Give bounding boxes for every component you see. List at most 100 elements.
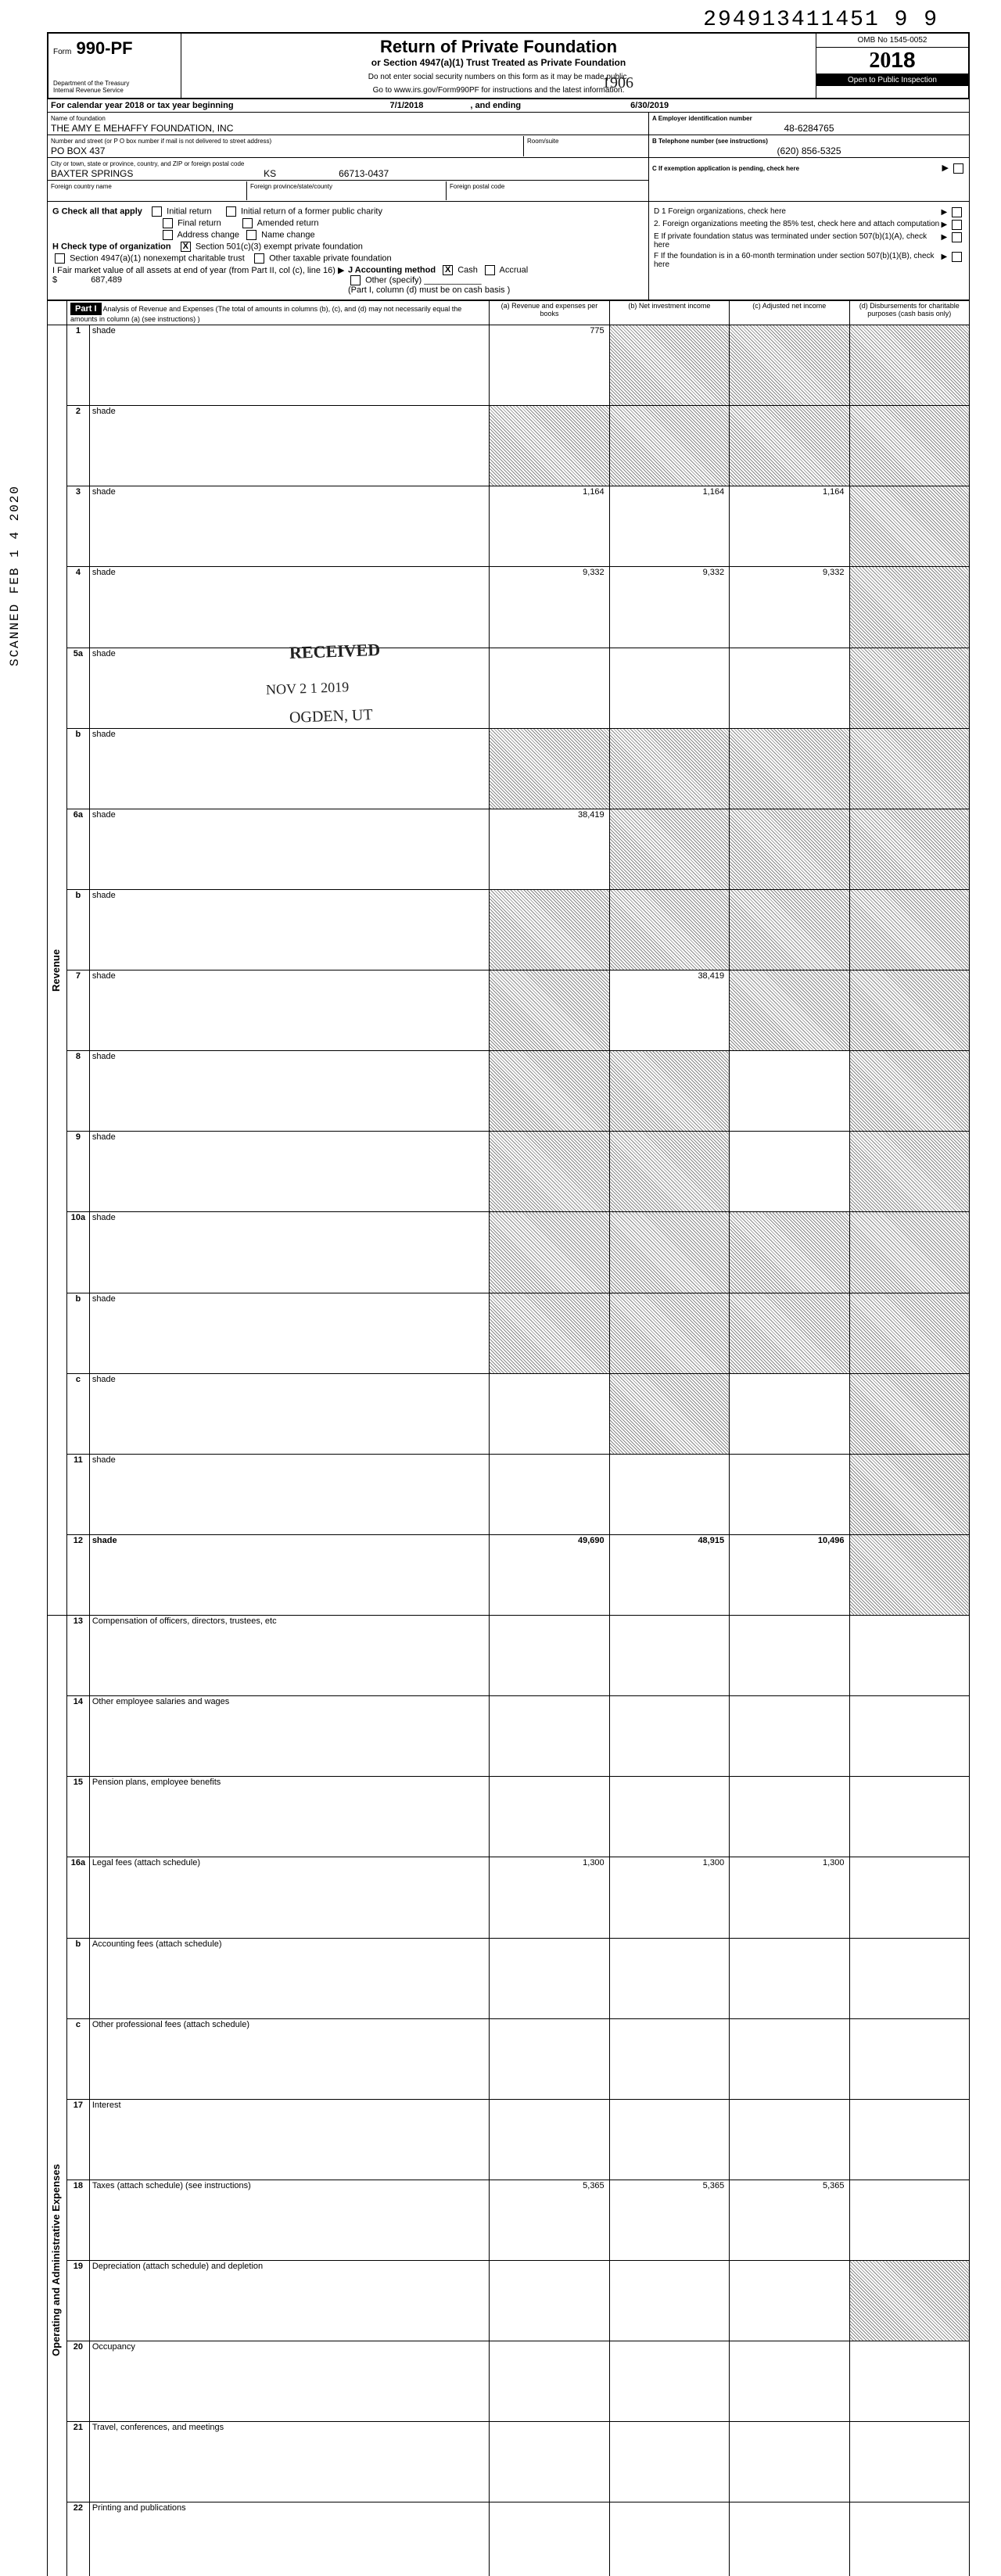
table-row: 4shade9,3329,3329,332 bbox=[48, 567, 970, 648]
ghi-block: G Check all that apply Initial return In… bbox=[47, 202, 970, 300]
city-caption: City or town, state or province, country… bbox=[51, 160, 244, 167]
lbl-4947: Section 4947(a)(1) nonexempt charitable … bbox=[70, 253, 245, 263]
foundation-address: PO BOX 437 bbox=[51, 145, 523, 156]
table-row: 18Taxes (attach schedule) (see instructi… bbox=[48, 2180, 970, 2260]
table-row: 9shade bbox=[48, 1132, 970, 1212]
chk-initial-former[interactable] bbox=[226, 206, 236, 217]
table-row: cshade bbox=[48, 1373, 970, 1454]
table-row: bshade bbox=[48, 889, 970, 970]
room-caption: Room/suite bbox=[527, 138, 558, 145]
form-instr-1: Do not enter social security numbers on … bbox=[188, 73, 809, 81]
chk-other-method[interactable] bbox=[350, 275, 361, 285]
chk-name-change[interactable] bbox=[246, 230, 257, 240]
identification-block: Name of foundation THE AMY E MEHAFFY FOU… bbox=[47, 113, 970, 202]
table-row: 2shade bbox=[48, 406, 970, 486]
d1-label: D 1 Foreign organizations, check here bbox=[654, 207, 942, 216]
cal-label: For calendar year 2018 or tax year begin… bbox=[51, 101, 234, 110]
chk-e[interactable] bbox=[952, 232, 962, 242]
fc-caption: Foreign country name bbox=[51, 183, 112, 190]
city: BAXTER SPRINGS bbox=[51, 168, 133, 179]
form-number: 990-PF bbox=[76, 38, 132, 58]
exemption-caption: C If exemption application is pending, c… bbox=[652, 165, 942, 172]
col-c-header: (c) Adjusted net income bbox=[730, 301, 849, 325]
table-row: 22Printing and publications bbox=[48, 2502, 970, 2576]
tax-year-begin: 7/1/2018 bbox=[390, 101, 424, 110]
fz-caption: Foreign postal code bbox=[450, 183, 504, 190]
chk-cash[interactable]: X bbox=[443, 265, 453, 275]
chk-amended[interactable] bbox=[242, 218, 253, 228]
lbl-initial: Initial return bbox=[167, 206, 211, 216]
lbl-final: Final return bbox=[178, 218, 221, 228]
year-suffix: 18 bbox=[891, 48, 915, 72]
scanned-stamp: SCANNED FEB 1 4 2020 bbox=[8, 485, 22, 666]
lbl-other-method: Other (specify) bbox=[365, 275, 422, 285]
table-row: 17Interest bbox=[48, 2099, 970, 2180]
table-row: bAccounting fees (attach schedule) bbox=[48, 1938, 970, 2018]
table-row: bshade bbox=[48, 1293, 970, 1373]
received-stamp: RECEIVED bbox=[289, 640, 381, 663]
dln-number: 294913411451 9 9 bbox=[47, 8, 970, 32]
ogden-stamp: OGDEN, UT bbox=[289, 706, 373, 727]
omb-number: OMB No 1545-0052 bbox=[816, 34, 968, 48]
ein: 48-6284765 bbox=[652, 123, 966, 134]
table-row: 5ashade bbox=[48, 648, 970, 728]
form-instr-2: Go to www.irs.gov/Form990PF for instruct… bbox=[188, 86, 809, 95]
table-row: 20Occupancy bbox=[48, 2341, 970, 2422]
chk-d1[interactable] bbox=[952, 207, 962, 217]
col-b-header: (b) Net investment income bbox=[609, 301, 729, 325]
chk-f[interactable] bbox=[952, 252, 962, 262]
j-note: (Part I, column (d) must be on cash basi… bbox=[348, 285, 510, 295]
col-d-header: (d) Disbursements for charitable purpose… bbox=[849, 301, 969, 325]
side-label: Revenue bbox=[50, 326, 62, 1614]
table-row: 8shade bbox=[48, 1051, 970, 1132]
chk-addr-change[interactable] bbox=[163, 230, 173, 240]
zip: 66713-0437 bbox=[339, 168, 389, 179]
dept-irs: Internal Revenue Service bbox=[53, 88, 176, 95]
lbl-initial-former: Initial return of a former public charit… bbox=[241, 206, 382, 216]
fmv-value: 687,489 bbox=[91, 275, 122, 285]
d2-label: 2. Foreign organizations meeting the 85%… bbox=[654, 220, 942, 228]
part1-label: Part I bbox=[70, 303, 102, 315]
state: KS bbox=[264, 168, 276, 179]
calendar-year-row: For calendar year 2018 or tax year begin… bbox=[47, 99, 970, 113]
chk-initial[interactable] bbox=[152, 206, 162, 217]
form-subtitle: or Section 4947(a)(1) Trust Treated as P… bbox=[188, 57, 809, 68]
lbl-addr-change: Address change bbox=[177, 230, 239, 239]
f-label: F If the foundation is in a 60-month ter… bbox=[654, 252, 942, 269]
j-label: J Accounting method bbox=[348, 265, 436, 274]
form-label-small: Form bbox=[53, 48, 71, 56]
phone-caption: B Telephone number (see instructions) bbox=[652, 138, 768, 145]
chk-accrual[interactable] bbox=[485, 265, 495, 275]
foundation-name: THE AMY E MEHAFFY FOUNDATION, INC bbox=[51, 123, 645, 134]
g-label: G Check all that apply bbox=[52, 206, 142, 216]
table-row: 3shade1,1641,1641,164 bbox=[48, 486, 970, 567]
cal-mid: , and ending bbox=[470, 101, 521, 110]
table-row: 6ashade38,419 bbox=[48, 809, 970, 889]
table-row: 16aLegal fees (attach schedule)1,3001,30… bbox=[48, 1857, 970, 1938]
table-row: cOther professional fees (attach schedul… bbox=[48, 2018, 970, 2099]
col-a-header: (a) Revenue and expenses per books bbox=[490, 301, 609, 325]
table-row: 21Travel, conferences, and meetings bbox=[48, 2422, 970, 2502]
received-date: NOV 2 1 2019 bbox=[266, 679, 350, 698]
chk-other-tax[interactable] bbox=[254, 253, 264, 264]
form-title: Return of Private Foundation bbox=[188, 37, 809, 57]
lbl-name-change: Name change bbox=[261, 230, 315, 239]
exemption-checkbox[interactable] bbox=[953, 163, 963, 174]
year-prefix: 20 bbox=[869, 48, 891, 73]
chk-501c3[interactable]: X bbox=[181, 242, 191, 252]
addr-caption: Number and street (or P O box number if … bbox=[51, 138, 271, 145]
lbl-501c3: Section 501(c)(3) exempt private foundat… bbox=[196, 242, 363, 251]
side-label: Operating and Administrative Expenses bbox=[50, 1616, 62, 2576]
e-label: E If private foundation status was termi… bbox=[654, 232, 942, 249]
chk-4947[interactable] bbox=[55, 253, 65, 264]
chk-d2[interactable] bbox=[952, 220, 962, 230]
chk-final[interactable] bbox=[163, 218, 173, 228]
form-header: Form 990-PF Department of the Treasury I… bbox=[47, 32, 970, 99]
table-row: Revenue1shade775 bbox=[48, 325, 970, 406]
lbl-amended: Amended return bbox=[257, 218, 319, 228]
table-row: bshade bbox=[48, 728, 970, 809]
table-row: 15Pension plans, employee benefits bbox=[48, 1777, 970, 1857]
fp-caption: Foreign province/state/county bbox=[250, 183, 332, 190]
name-caption: Name of foundation bbox=[51, 115, 106, 122]
open-inspection: Open to Public Inspection bbox=[816, 74, 968, 86]
